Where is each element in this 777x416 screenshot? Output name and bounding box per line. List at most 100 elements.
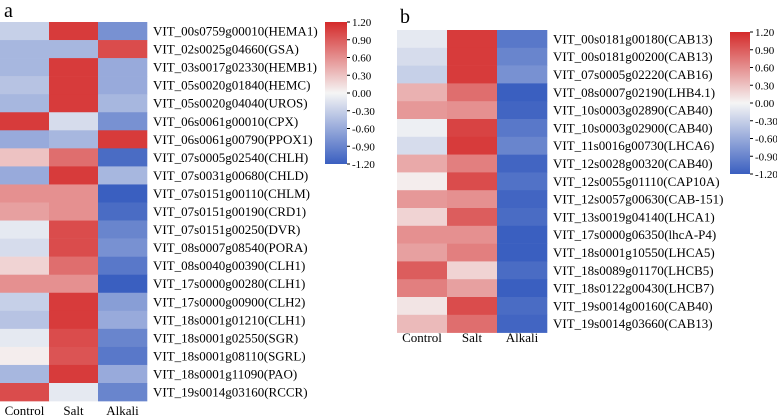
colorbar-tick-label-a-7: -0.90 [352,141,375,153]
row-label-b-14: VIT_18s0122g00430(LHCB7) [553,281,714,296]
heatmap-cell-a-15-0 [0,292,50,312]
heatmap-cell-a-8-0 [0,166,50,185]
row-label-a-13: VIT_08s0040g00390(CLH1) [153,258,305,273]
heatmap-cell-b-2-1 [447,65,498,84]
heatmap-cell-a-17-2 [98,328,148,348]
heatmap-cell-a-0-2 [98,22,148,41]
row-label-b-7: VIT_12s0028g00320(CAB40) [553,156,713,171]
heatmap-cell-a-9-2 [98,184,148,203]
row-label-b-3: VIT_08s0007g02190(LHB4.1) [553,85,715,100]
heatmap-cell-a-11-2 [98,220,148,239]
heatmap-cell-b-13-0 [397,261,448,280]
heatmap-cell-a-19-2 [98,364,148,384]
heatmap-cell-a-0-1 [49,22,99,41]
colorbar-tick-label-a-2: 0.60 [352,53,372,65]
row-label-b-12: VIT_18s0001g10550(LHCA5) [553,245,715,260]
heatmap-cell-a-9-0 [0,184,50,203]
heatmap-cell-a-3-0 [0,76,50,95]
heatmap-cell-a-20-0 [0,383,50,402]
heatmap-cell-b-10-1 [447,208,498,227]
heatmap-cell-a-18-1 [49,346,99,366]
column-label-b-1: Salt [462,330,483,345]
heatmap-cell-b-3-1 [447,83,498,102]
column-label-b-2: Alkali [506,330,539,345]
heatmap-cell-a-16-0 [0,310,50,330]
row-label-b-2: VIT_07s0005g02220(CAB16) [553,67,713,82]
heatmap-cell-b-15-1 [447,297,498,316]
heatmap-cell-a-1-1 [49,40,99,59]
heatmap-cell-b-13-1 [447,261,498,280]
heatmap-cell-b-5-2 [497,119,548,138]
row-label-b-6: VIT_11s0016g00730(LHCA6) [553,138,714,153]
heatmap-cell-a-20-1 [49,383,99,402]
colorbar-tick-label-b-4: 0.00 [755,98,775,110]
heatmap-cell-b-7-2 [497,154,548,173]
row-label-a-6: VIT_06s0061g00790(PPOX1) [153,132,313,147]
row-label-b-1: VIT_00s0181g00200(CAB13) [553,49,713,64]
heatmap-cell-b-16-2 [497,314,548,333]
row-label-a-12: VIT_08s0007g08540(PORA) [153,240,308,255]
heatmap-cell-a-5-0 [0,112,50,131]
colorbar-tick-label-b-5: -0.30 [755,116,777,128]
heatmap-cell-a-4-0 [0,94,50,113]
heatmap-cell-a-13-1 [49,256,99,275]
heatmap-cell-b-0-2 [497,30,548,49]
heatmap-cell-b-10-0 [397,208,448,227]
heatmap-cell-a-12-2 [98,238,148,257]
heatmap-cell-a-10-1 [49,202,99,221]
colorbar-tick-label-b-7: -0.90 [755,151,777,163]
heatmap-cell-a-6-0 [0,130,50,149]
row-label-a-3: VIT_05s0020g01840(HEMC) [153,78,310,93]
row-label-a-0: VIT_00s0759g00010(HEMA1) [153,24,318,39]
heatmap-cell-b-10-2 [497,208,548,227]
row-label-b-0: VIT_00s0181g00180(CAB13) [553,31,713,46]
heatmap-cell-b-4-0 [397,101,448,120]
row-label-a-17: VIT_18s0001g02550(SGR) [153,330,298,345]
heatmap-cell-b-1-0 [397,47,448,66]
heatmap-cell-a-4-1 [49,94,99,113]
colorbar-tick-label-a-6: -0.60 [352,124,375,136]
heatmap-cell-b-6-2 [497,136,548,155]
heatmap-cell-a-18-2 [98,346,148,366]
heatmap-cell-b-14-2 [497,279,548,298]
row-label-a-2: VIT_03s0017g02330(HEMB1) [153,60,317,75]
heatmap-cell-a-1-2 [98,40,148,59]
row-label-b-10: VIT_13s0019g04140(LHCA1) [553,209,715,224]
heatmap-cell-a-2-0 [0,58,50,77]
colorbar-b [730,32,750,174]
heatmap-cell-a-5-2 [98,112,148,131]
heatmap-cell-a-0-0 [0,22,50,41]
heatmap-cell-b-2-0 [397,65,448,84]
row-label-b-15: VIT_19s0014g00160(CAB40) [553,298,713,313]
heatmap-cell-a-13-2 [98,256,148,275]
row-label-a-1: VIT_02s0025g04660(GSA) [153,42,299,57]
row-label-a-4: VIT_05s0020g04040(UROS) [153,96,308,111]
row-label-a-11: VIT_07s0151g00250(DVR) [153,222,300,237]
colorbar-tick-label-a-1: 0.90 [352,35,372,47]
row-label-a-7: VIT_07s0005g02540(CHLH) [153,150,308,165]
heatmap-cell-a-14-2 [98,274,148,294]
heatmap-cell-a-15-2 [98,292,148,312]
row-label-a-8: VIT_07s0031g00680(CHLD) [153,168,308,183]
row-label-b-11: VIT_17s0000g06350(lhcA-P4) [553,227,716,242]
heatmap-cell-a-13-0 [0,256,50,275]
row-label-a-9: VIT_07s0151g00110(CHLM) [153,186,310,201]
heatmap-cell-b-12-0 [397,243,448,262]
heatmap-cell-a-1-0 [0,40,50,59]
heatmap-cell-a-5-1 [49,112,99,131]
column-label-a-2: Alkali [106,403,139,416]
colorbar-tick-label-a-5: -0.30 [352,106,375,118]
heatmap-cell-b-7-0 [397,154,448,173]
column-label-b-0: Control [402,330,442,345]
heatmap-cell-a-4-2 [98,94,148,113]
heatmap-cell-a-14-0 [0,274,50,294]
heatmap-cell-a-15-1 [49,292,99,312]
heatmap-cell-a-9-1 [49,184,99,203]
heatmap-cell-a-19-0 [0,364,50,384]
heatmap-cell-a-20-2 [98,383,148,402]
heatmap-cell-b-1-1 [447,47,498,66]
heatmap-cell-b-11-1 [447,225,498,244]
heatmap-cell-b-12-1 [447,243,498,262]
heatmap-cell-a-16-2 [98,310,148,330]
